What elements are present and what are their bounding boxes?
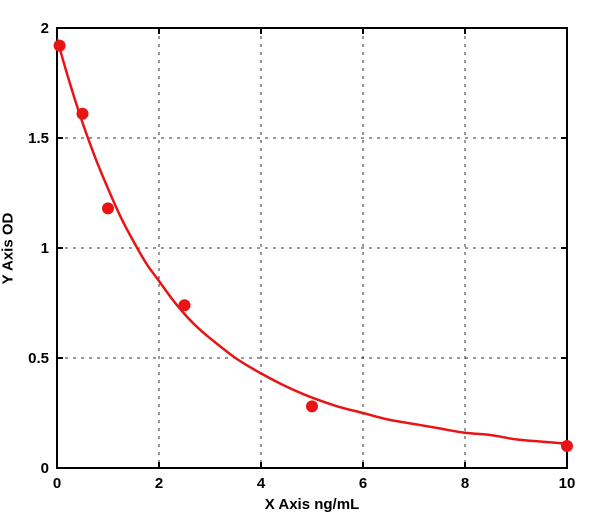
data-point-marker bbox=[178, 299, 191, 312]
y-tick-label: 1 bbox=[41, 240, 49, 257]
x-tick-label: 10 bbox=[559, 475, 576, 492]
x-tick-label: 0 bbox=[53, 475, 61, 492]
y-tick-label: 2 bbox=[41, 20, 49, 37]
y-tick-label: 0.5 bbox=[28, 350, 49, 367]
data-point-marker bbox=[76, 107, 89, 120]
x-tick-label: 8 bbox=[461, 475, 469, 492]
data-point-marker bbox=[53, 39, 66, 52]
data-point-marker bbox=[561, 440, 573, 452]
x-axis-label: X Axis ng/mL bbox=[264, 496, 360, 513]
fit-curve bbox=[57, 38, 567, 446]
y-axis-label: Y Axis OD bbox=[0, 212, 17, 285]
x-tick-label: 2 bbox=[155, 475, 163, 492]
y-tick-label: 0 bbox=[41, 460, 49, 477]
y-tick-label: 1.5 bbox=[28, 130, 49, 147]
data-point-marker bbox=[102, 202, 114, 215]
data-point-marker bbox=[306, 400, 318, 413]
x-tick-label: 4 bbox=[257, 475, 266, 492]
x-tick-label: 6 bbox=[359, 475, 367, 492]
